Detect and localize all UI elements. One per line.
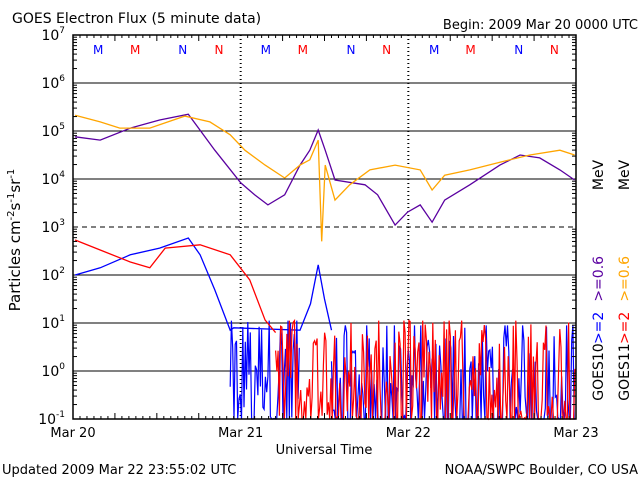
series-line-1 bbox=[74, 114, 575, 242]
plot-frame bbox=[72, 34, 577, 420]
y-tick-label: 102 bbox=[41, 266, 65, 284]
x-tick-label: Mar 20 bbox=[50, 426, 95, 441]
legend-goes10: GOES10 bbox=[591, 343, 607, 400]
series-noise-3 bbox=[275, 318, 576, 421]
series-line-3 bbox=[74, 239, 277, 334]
mn-marker: N bbox=[347, 43, 356, 57]
mn-marker: N bbox=[550, 43, 559, 57]
legend-mev-1: MeV bbox=[591, 159, 607, 190]
y-tick-label: 105 bbox=[41, 122, 65, 140]
series-line-2 bbox=[74, 237, 333, 332]
x-tick-label: Mar 23 bbox=[553, 426, 598, 441]
source-credit: NOAA/SWPC Boulder, CO USA bbox=[445, 463, 638, 478]
begin-date: Begin: 2009 Mar 20 0000 UTC bbox=[443, 18, 638, 33]
mn-marker: M bbox=[261, 43, 271, 57]
x-axis-label: Universal Time bbox=[276, 443, 373, 458]
mn-marker: N bbox=[215, 43, 224, 57]
series-line-0 bbox=[75, 113, 575, 227]
legend-goes10-energies: >=2>=0.6 bbox=[591, 256, 607, 344]
mn-marker: N bbox=[382, 43, 391, 57]
mn-marker: M bbox=[429, 43, 439, 57]
y-tick-label: 101 bbox=[41, 314, 65, 332]
x-tick-label: Mar 21 bbox=[218, 426, 263, 441]
y-tick-label: 104 bbox=[41, 170, 65, 188]
chart-title: GOES Electron Flux (5 minute data) bbox=[12, 11, 261, 27]
series-noise-2 bbox=[229, 320, 300, 420]
y-tick-label: 107 bbox=[41, 26, 65, 44]
legend: >=2>=0.6 MeV >=2>=0.6 MeV GOES10 GOES11 bbox=[591, 159, 633, 400]
x-tick-label: Mar 22 bbox=[386, 426, 431, 441]
legend-goes11-energies: >=2>=0.6 bbox=[617, 256, 633, 344]
mn-marker: N bbox=[514, 43, 523, 57]
legend-goes11: GOES11 bbox=[617, 343, 633, 400]
mn-marker: M bbox=[130, 43, 140, 57]
y-axis-label: Particles cm-2s-1sr-1 bbox=[6, 169, 24, 312]
mn-marker: M bbox=[298, 43, 308, 57]
mn-marker: M bbox=[93, 43, 103, 57]
legend-mev-2: MeV bbox=[617, 159, 633, 190]
updated-timestamp: Updated 2009 Mar 22 23:55:02 UTC bbox=[2, 463, 236, 478]
mn-marker: M bbox=[465, 43, 475, 57]
y-tick-label: 106 bbox=[41, 74, 65, 92]
mn-marker: N bbox=[178, 43, 187, 57]
y-tick-label: 103 bbox=[41, 218, 65, 236]
y-tick-label: 100 bbox=[41, 362, 65, 380]
